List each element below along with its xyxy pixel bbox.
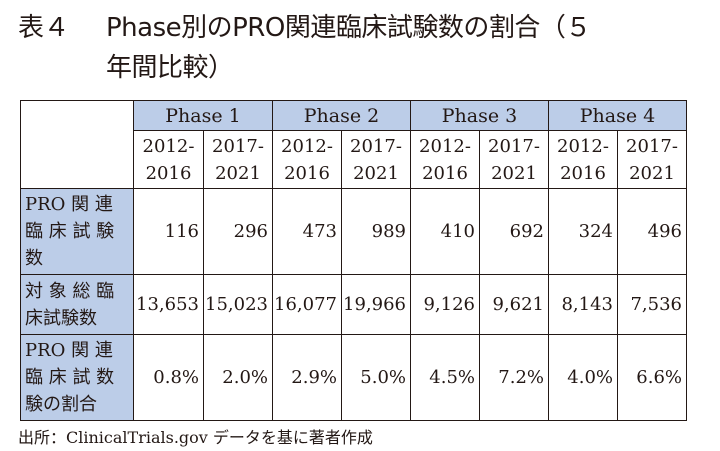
row-header: PRO 関 連臨 床 試 験数 bbox=[20, 188, 134, 275]
period-header: 2012- 2016 bbox=[548, 130, 618, 189]
period-header: 2012- 2016 bbox=[272, 130, 342, 189]
data-cell: 324 bbox=[548, 188, 618, 275]
data-cell: 19,966 bbox=[341, 274, 411, 335]
data-cell: 692 bbox=[479, 188, 549, 275]
data-cell: 16,077 bbox=[272, 274, 342, 335]
period-header-row: 2012- 2016 2017- 2021 2012- 2016 2017- 2021 … bbox=[21, 130, 687, 189]
data-cell: 2.0% bbox=[203, 334, 273, 421]
data-cell: 4.5% bbox=[410, 334, 480, 421]
title-line-1: Phase別のPRO関連臨床試験数の割合（５ bbox=[106, 13, 591, 43]
data-cell: 2.9% bbox=[272, 334, 342, 421]
period-header: 2017- 2021 bbox=[203, 130, 273, 189]
data-cell: 296 bbox=[203, 188, 273, 275]
data-cell: 9,621 bbox=[479, 274, 549, 335]
data-cell: 13,653 bbox=[133, 274, 204, 335]
table-row-pro-count: PRO 関 連臨 床 試 験数 116 296 473 989 410 692 … bbox=[20, 188, 687, 275]
row-header: PRO 関 連臨 床 試 数験の割合 bbox=[20, 334, 134, 421]
phase-header: Phase 1 bbox=[133, 100, 273, 131]
pro-trials-table: Phase 1 Phase 2 Phase 3 Phase 4 2012- 201… bbox=[20, 100, 687, 421]
data-cell: 15,023 bbox=[203, 274, 273, 335]
phase-header: Phase 3 bbox=[410, 100, 549, 131]
phase-header: Phase 2 bbox=[272, 100, 411, 131]
data-cell: 473 bbox=[272, 188, 342, 275]
data-cell: 4.0% bbox=[548, 334, 618, 421]
period-header: 2012- 2016 bbox=[133, 130, 204, 189]
table-row-total-count: 対 象 総 臨床試験数 13,653 15,023 16,077 19,966 … bbox=[20, 274, 687, 335]
data-cell: 5.0% bbox=[341, 334, 411, 421]
table-title: 表４ Phase別のPRO関連臨床試験数の割合（５ 年間比較） bbox=[18, 8, 708, 88]
table-row-pro-ratio: PRO 関 連臨 床 試 数験の割合 0.8% 2.0% 2.9% 5.0% 4… bbox=[20, 334, 687, 421]
data-cell: 496 bbox=[617, 188, 687, 275]
data-cell: 989 bbox=[341, 188, 411, 275]
data-cell: 0.8% bbox=[133, 334, 204, 421]
data-cell: 6.6% bbox=[617, 334, 687, 421]
data-cell: 410 bbox=[410, 188, 480, 275]
period-header: 2017- 2021 bbox=[617, 130, 687, 189]
row-header: 対 象 総 臨床試験数 bbox=[20, 274, 134, 335]
period-header: 2017- 2021 bbox=[341, 130, 411, 189]
phase-header: Phase 4 bbox=[548, 100, 687, 131]
period-header: 2012- 2016 bbox=[410, 130, 480, 189]
title-line-2: 年間比較） bbox=[106, 53, 234, 83]
data-cell: 8,143 bbox=[548, 274, 618, 335]
data-cell: 9,126 bbox=[410, 274, 480, 335]
phase-header-row: Phase 1 Phase 2 Phase 3 Phase 4 bbox=[20, 100, 687, 189]
corner-cell bbox=[20, 100, 134, 189]
data-cell: 116 bbox=[133, 188, 204, 275]
source-note: 出所：ClinicalTrials.gov データを基に著者作成 bbox=[18, 428, 373, 447]
period-header: 2017- 2021 bbox=[479, 130, 549, 189]
data-cell: 7.2% bbox=[479, 334, 549, 421]
data-cell: 7,536 bbox=[617, 274, 687, 335]
table-number: 表４ bbox=[18, 13, 70, 43]
